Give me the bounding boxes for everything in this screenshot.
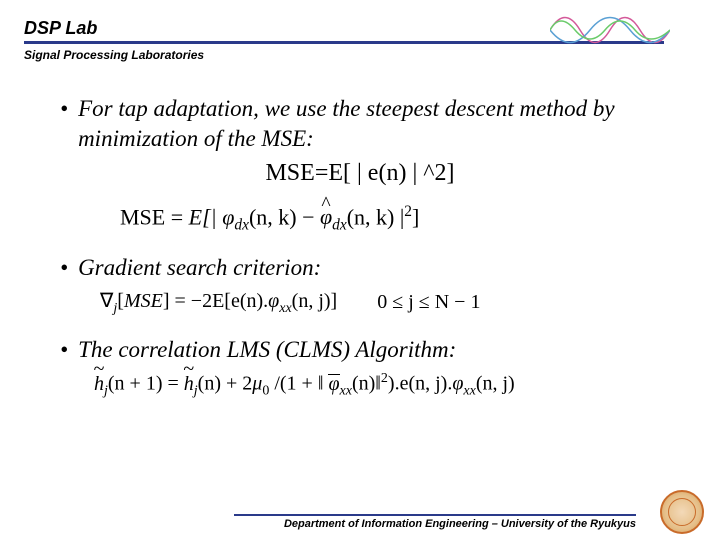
slide-footer: Department of Information Engineering – … bbox=[0, 514, 720, 530]
gradient-equation: ∇j[MSE] = −2E[e(n).φxx(n, j)] 0 ≤ j ≤ N … bbox=[100, 288, 660, 317]
bullet-marker: • bbox=[60, 94, 68, 124]
lab-title: DSP Lab bbox=[24, 18, 696, 39]
bullet-1: • For tap adaptation, we use the steepes… bbox=[60, 94, 660, 154]
bullet-marker: • bbox=[60, 335, 68, 365]
header-divider bbox=[24, 41, 664, 44]
footer-text: Department of Information Engineering – … bbox=[24, 518, 696, 530]
bullet-1-text: For tap adaptation, we use the steepest … bbox=[78, 94, 660, 154]
bullet-3-text: The correlation LMS (CLMS) Algorithm: bbox=[78, 335, 456, 365]
mse-simple-formula: MSE=E[ | e(n) | ^2] bbox=[60, 160, 660, 187]
gradient-range: 0 ≤ j ≤ N − 1 bbox=[377, 291, 480, 314]
footer-divider bbox=[234, 514, 636, 516]
bullet-2-text: Gradient search criterion: bbox=[78, 253, 321, 283]
bullet-2: • Gradient search criterion: bbox=[60, 253, 660, 283]
seal-inner-ring bbox=[668, 498, 696, 526]
bullet-3: • The correlation LMS (CLMS) Algorithm: bbox=[60, 335, 660, 365]
slide-header: DSP Lab Signal Processing Laboratories bbox=[0, 0, 720, 66]
mse-full-equation: MSE = E[| φdx(n, k) − φdx(n, k) |2] bbox=[120, 203, 660, 235]
bullet-marker: • bbox=[60, 253, 68, 283]
lab-subtitle: Signal Processing Laboratories bbox=[24, 48, 696, 62]
slide-content: • For tap adaptation, we use the steepes… bbox=[0, 66, 720, 400]
clms-equation: hj(n + 1) = hj(n) + 2μ0 /(1 + ‖ φxx(n)‖2… bbox=[94, 371, 660, 400]
university-seal-icon bbox=[660, 490, 704, 534]
